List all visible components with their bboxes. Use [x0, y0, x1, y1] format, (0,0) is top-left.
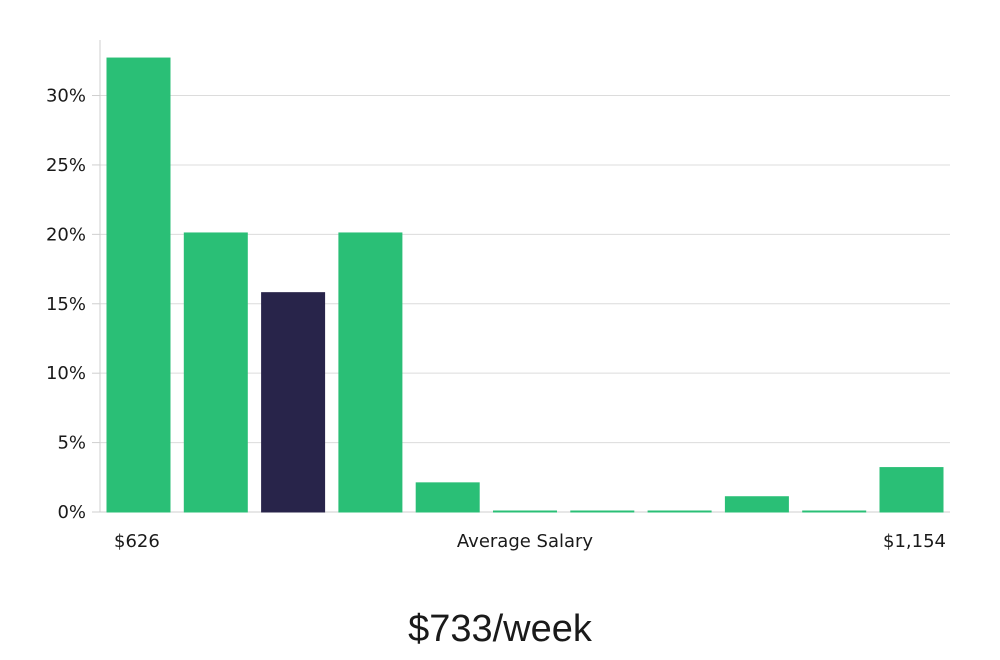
y-tick-label: 10% — [46, 363, 86, 384]
average-salary-value: $733/week — [408, 608, 592, 650]
x-min-label: $626 — [114, 531, 160, 552]
x-axis-title: Average Salary — [457, 531, 594, 552]
bar — [106, 57, 171, 513]
y-tick-label: 5% — [57, 433, 86, 454]
bar — [802, 510, 867, 513]
bar — [647, 510, 712, 513]
salary-histogram: 0%5%10%15%20%25%30% $626 Average Salary … — [46, 40, 950, 552]
y-tick-label: 25% — [46, 155, 86, 176]
bar-highlighted — [261, 292, 326, 513]
y-tick-labels: 0% 5% 10% 15% 20% 25% 30% — [46, 86, 100, 523]
x-max-label: $1,154 — [883, 531, 946, 552]
bar — [570, 510, 635, 513]
y-tick-label: 30% — [46, 86, 86, 107]
bars — [106, 57, 944, 513]
bar — [493, 510, 557, 513]
y-tick-label: 15% — [46, 294, 86, 315]
y-tick-label: 0% — [57, 502, 86, 523]
bar — [879, 467, 944, 513]
y-tick-label: 20% — [46, 224, 86, 245]
bar — [183, 232, 248, 513]
bar — [338, 232, 403, 513]
bar — [724, 496, 789, 513]
bar — [415, 482, 480, 513]
